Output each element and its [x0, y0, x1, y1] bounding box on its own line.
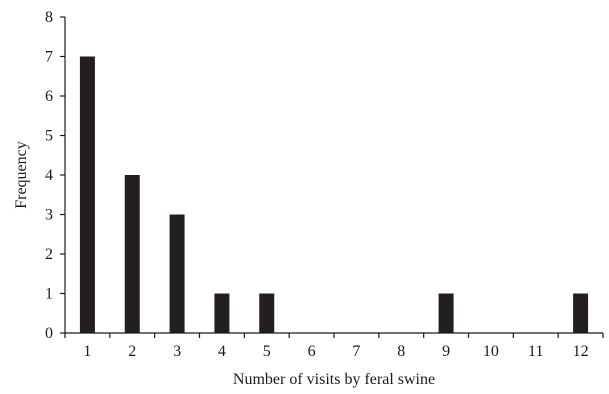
bar-12 [573, 293, 589, 333]
x-tick-label: 6 [308, 343, 316, 360]
y-tick-label: 1 [45, 286, 53, 303]
x-axis-ticks: 1 2 3 4 5 6 7 8 9 10 11 12 [64, 333, 604, 360]
x-tick-label: 3 [173, 343, 181, 360]
y-tick-label: 0 [45, 325, 53, 342]
y-tick-label: 2 [45, 246, 53, 263]
y-tick-label: 8 [45, 9, 53, 26]
y-tick-label: 4 [45, 167, 53, 184]
bar-4 [214, 293, 230, 333]
x-tick-label: 1 [83, 343, 91, 360]
bars [79, 56, 589, 333]
x-axis-title: Number of visits by feral swine [233, 371, 435, 388]
x-tick-label: 10 [483, 343, 499, 360]
x-tick-label: 7 [352, 343, 360, 360]
y-tick-label: 7 [45, 49, 53, 66]
x-tick-label: 12 [573, 343, 589, 360]
bar-5 [259, 293, 275, 333]
y-axis-title: Frequency [13, 141, 30, 209]
bar-2 [124, 175, 140, 333]
x-tick-label: 9 [442, 343, 450, 360]
bar-3 [169, 214, 185, 333]
bar-9 [438, 293, 454, 333]
bar-1 [79, 56, 95, 333]
y-tick-label: 5 [45, 128, 53, 145]
y-axis-ticks: 0 1 2 3 4 5 6 7 8 [45, 9, 65, 342]
x-tick-label: 5 [263, 343, 271, 360]
y-tick-label: 6 [45, 88, 53, 105]
x-tick-label: 4 [218, 343, 226, 360]
x-tick-label: 11 [528, 343, 543, 360]
x-tick-label: 2 [128, 343, 136, 360]
x-tick-label: 8 [397, 343, 405, 360]
y-tick-label: 3 [45, 207, 53, 224]
